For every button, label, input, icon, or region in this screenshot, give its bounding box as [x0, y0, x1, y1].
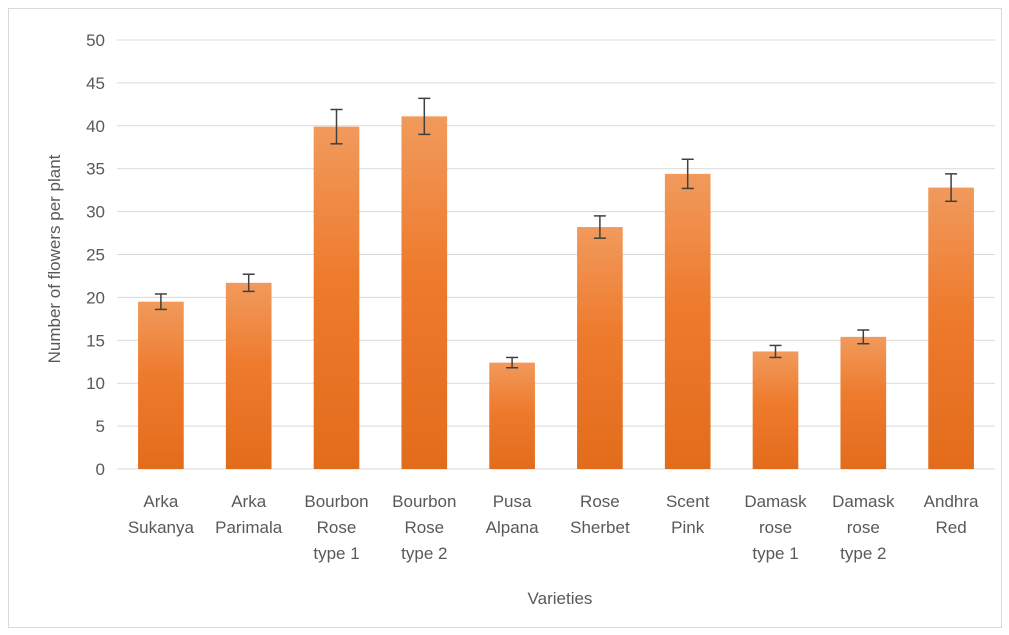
- bar: [577, 227, 623, 469]
- y-tick-label: 10: [86, 374, 105, 393]
- y-tick-label: 35: [86, 160, 105, 179]
- bar: [225, 282, 272, 469]
- x-tick-label: Andhra Red: [924, 492, 979, 537]
- y-tick-label: 25: [86, 246, 105, 265]
- error-bar: [418, 97, 431, 136]
- bar: [840, 336, 887, 469]
- y-tick-label: 0: [96, 460, 105, 479]
- x-axis-label: Varieties: [528, 589, 593, 608]
- error-bar: [769, 344, 782, 359]
- bar: [401, 116, 448, 469]
- bar: [928, 187, 974, 470]
- error-bar: [242, 273, 255, 293]
- y-tick-label: 30: [86, 203, 105, 222]
- chart-frame: 0 5 10 15 20 25 30 35 40 45 50 Arka Sukanya Arka Pari…: [8, 8, 1002, 628]
- y-axis-ticks: 0 5 10 15 20 25 30 35 40 45 50: [86, 31, 105, 479]
- error-bars: [154, 97, 958, 369]
- bar: [664, 173, 711, 469]
- x-tick-label: Arka Sukanya: [128, 492, 195, 537]
- error-bar: [857, 329, 870, 345]
- bar: [138, 301, 184, 469]
- x-tick-label: Arka Parimala: [215, 492, 283, 537]
- bar: [313, 126, 360, 470]
- x-tick-label: Damask rose type 1: [744, 492, 807, 563]
- bar: [752, 351, 799, 469]
- bar-chart: 0 5 10 15 20 25 30 35 40 45 50 Arka Sukanya Arka Pari…: [45, 31, 995, 608]
- x-tick-label: Damask rose type 2: [832, 492, 895, 563]
- error-bar: [945, 173, 958, 203]
- y-tick-label: 50: [86, 31, 105, 50]
- x-tick-label: Rose Sherbet: [570, 492, 630, 537]
- y-tick-label: 45: [86, 74, 105, 93]
- y-tick-label: 20: [86, 288, 105, 307]
- x-tick-label: Pusa Alpana: [486, 492, 539, 537]
- x-tick-label: Bourbon Rose type 2: [392, 492, 456, 563]
- y-tick-label: 40: [86, 117, 105, 136]
- y-tick-label: 5: [96, 417, 105, 436]
- y-axis-label: Number of flowers per plant: [45, 154, 64, 363]
- error-bar: [681, 158, 694, 190]
- x-tick-label: Scent Pink: [666, 492, 710, 537]
- error-bar: [154, 293, 167, 311]
- bar: [489, 362, 535, 469]
- y-tick-label: 15: [86, 331, 105, 350]
- x-tick-label: Bourbon Rose type 1: [304, 492, 368, 563]
- x-axis-ticks: Arka Sukanya Arka Parimala Bourbon Rose type 1…: [128, 492, 979, 563]
- bars: [138, 116, 974, 470]
- error-bar: [506, 356, 519, 369]
- error-bar: [330, 108, 343, 145]
- error-bar: [593, 215, 606, 239]
